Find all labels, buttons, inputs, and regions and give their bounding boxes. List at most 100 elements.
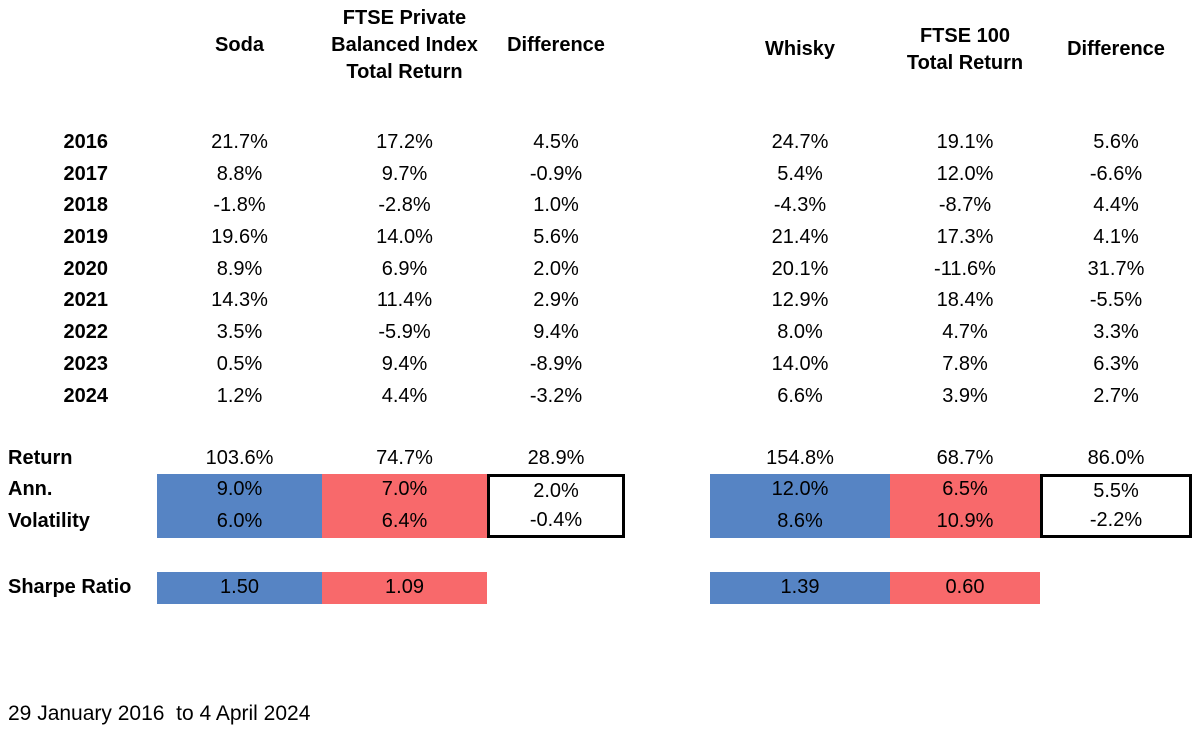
whisky-value: 14.0% <box>771 352 829 375</box>
difference-volatility: -2.2% <box>1089 509 1143 532</box>
difference-value: -3.2% <box>529 384 583 407</box>
whisky-value: 5.4% <box>777 162 823 185</box>
soda-annualized: 9.0% <box>157 474 322 507</box>
table-header-row: Soda FTSE Private Balanced Index Total R… <box>0 0 1200 90</box>
benchmark-value: 19.1% <box>936 131 994 153</box>
benchmark-sharpe: 0.60 <box>890 571 1040 604</box>
sharpe-ratio-label: Sharpe Ratio <box>8 575 132 598</box>
year-row-2021: 2021 14.3% 11.4% 2.9% 12.9% 18.4% -5.5% <box>0 285 1200 317</box>
benchmark-value: -5.9% <box>378 321 431 344</box>
soda-value: 0.5% <box>216 352 263 375</box>
benchmark-value: 17.3% <box>936 226 994 249</box>
year-label: 2018 <box>63 194 109 217</box>
whisky-sharpe: 1.39 <box>710 571 890 604</box>
difference-value: 6.3% <box>1093 352 1139 375</box>
whisky-value: 21.4% <box>771 226 829 249</box>
difference-value: -5.5% <box>1089 289 1143 312</box>
benchmark-value: 9.7% <box>381 162 428 185</box>
difference-box-right: 5.5% -2.2% <box>1040 474 1192 538</box>
difference-value: 2.7% <box>1093 384 1139 407</box>
column-header-ftse-private-balanced: FTSE Private Balanced Index Total Return <box>331 6 478 83</box>
difference-value: 2.9% <box>533 289 579 312</box>
benchmark-value: 18.4% <box>936 289 994 312</box>
difference-value: 4.4% <box>1093 194 1139 217</box>
column-header-difference-right: Difference <box>1067 38 1165 60</box>
year-row-2017: 2017 8.8% 9.7% -0.9% 5.4% 12.0% -6.6% <box>0 159 1200 191</box>
difference-total-return: 86.0% <box>1087 446 1145 469</box>
difference-value: 4.5% <box>533 131 579 153</box>
annual-returns-section: 2016 21.7% 17.2% 4.5% 24.7% 19.1% 5.6% 2… <box>0 127 1200 412</box>
soda-value: 8.8% <box>216 162 263 185</box>
column-header-difference-left: Difference <box>507 33 605 56</box>
whisky-volatility: 8.6% <box>710 506 890 538</box>
year-row-2024: 2024 1.2% 4.4% -3.2% 6.6% 3.9% 2.7% <box>0 381 1200 413</box>
year-row-2018: 2018 -1.8% -2.8% 1.0% -4.3% -8.7% 4.4% <box>0 190 1200 222</box>
benchmark-value: 14.0% <box>376 226 433 249</box>
difference-value: 5.6% <box>533 226 579 249</box>
panel-gap-spacer <box>625 222 710 254</box>
total-return-label: Return <box>8 446 73 469</box>
panel-gap-spacer <box>625 127 710 159</box>
year-label: 2023 <box>63 352 109 375</box>
soda-value: -1.8% <box>213 194 266 217</box>
benchmark-annualized: 6.5% <box>890 474 1040 507</box>
benchmark-value: 4.7% <box>942 321 988 344</box>
difference-value: 2.0% <box>533 257 579 280</box>
difference-value: 4.1% <box>1093 226 1139 249</box>
soda-value: 19.6% <box>211 226 268 249</box>
difference-value: 5.6% <box>1093 131 1139 153</box>
year-row-2023: 2023 0.5% 9.4% -8.9% 14.0% 7.8% 6.3% <box>0 349 1200 381</box>
whisky-value: 8.0% <box>777 321 823 344</box>
panel-gap-spacer <box>625 381 710 413</box>
year-row-2022: 2022 3.5% -5.9% 9.4% 8.0% 4.7% 3.3% <box>0 317 1200 349</box>
whisky-value: 6.6% <box>777 384 823 407</box>
benchmark-total-return: 68.7% <box>936 446 994 469</box>
difference-value: 9.4% <box>533 321 579 344</box>
difference-annualized: 2.0% <box>533 480 579 503</box>
difference-total-return: 28.9% <box>527 446 585 469</box>
total-return-row: Return 103.6% 74.7% 28.9% 154.8% 68.7% 8… <box>0 443 1200 475</box>
benchmark-value: 12.0% <box>936 162 994 185</box>
whisky-total-return: 154.8% <box>766 446 834 469</box>
benchmark-value: 7.8% <box>942 352 988 375</box>
soda-value: 8.9% <box>216 257 263 280</box>
difference-volatility: -0.4% <box>529 509 583 532</box>
year-row-2016: 2016 21.7% 17.2% 4.5% 24.7% 19.1% 5.6% <box>0 127 1200 159</box>
difference-value: -0.9% <box>529 162 583 185</box>
difference-value: -6.6% <box>1089 162 1143 185</box>
benchmark-volatility: 6.4% <box>322 506 487 538</box>
year-label: 2020 <box>63 257 109 280</box>
whisky-annualized: 12.0% <box>710 474 890 507</box>
soda-sharpe: 1.50 <box>157 571 322 604</box>
difference-box-left: 2.0% -0.4% <box>487 474 625 538</box>
benchmark-value: -8.7% <box>938 194 992 217</box>
year-label: 2022 <box>63 321 109 344</box>
column-header-whisky: Whisky <box>764 38 836 60</box>
benchmark-value: -11.6% <box>934 257 996 280</box>
year-label: 2024 <box>63 384 109 407</box>
soda-value: 21.7% <box>211 131 268 153</box>
benchmark-value: -2.8% <box>378 194 431 217</box>
column-header-ftse-100: FTSE 100 Total Return <box>906 24 1024 74</box>
whisky-value: -4.3% <box>773 194 827 217</box>
panel-gap-spacer <box>625 443 710 475</box>
annualized-volatility-band: Ann. 9.0% 7.0% Volatility 6.0% 6.4% 2.0%… <box>0 474 1200 538</box>
benchmark-sharpe: 1.09 <box>322 571 487 604</box>
difference-value: 1.0% <box>533 194 579 217</box>
panel-gap-spacer <box>625 317 710 349</box>
volatility-label: Volatility <box>8 510 90 533</box>
year-label: 2016 <box>63 131 109 153</box>
panel-gap-spacer <box>625 190 710 222</box>
panel-gap-spacer <box>625 159 710 191</box>
panel-gap-spacer <box>625 285 710 317</box>
year-label: 2017 <box>63 162 109 185</box>
year-row-2019: 2019 19.6% 14.0% 5.6% 21.4% 17.3% 4.1% <box>0 222 1200 254</box>
whisky-value: 12.9% <box>771 289 829 312</box>
date-range-note: 29 January 2016 to 4 April 2024 <box>8 701 311 725</box>
benchmark-volatility: 10.9% <box>890 506 1040 538</box>
benchmark-value: 9.4% <box>381 352 428 375</box>
benchmark-annualized: 7.0% <box>322 474 487 507</box>
soda-value: 1.2% <box>216 384 263 407</box>
year-row-2020: 2020 8.9% 6.9% 2.0% 20.1% -11.6% 31.7% <box>0 254 1200 286</box>
